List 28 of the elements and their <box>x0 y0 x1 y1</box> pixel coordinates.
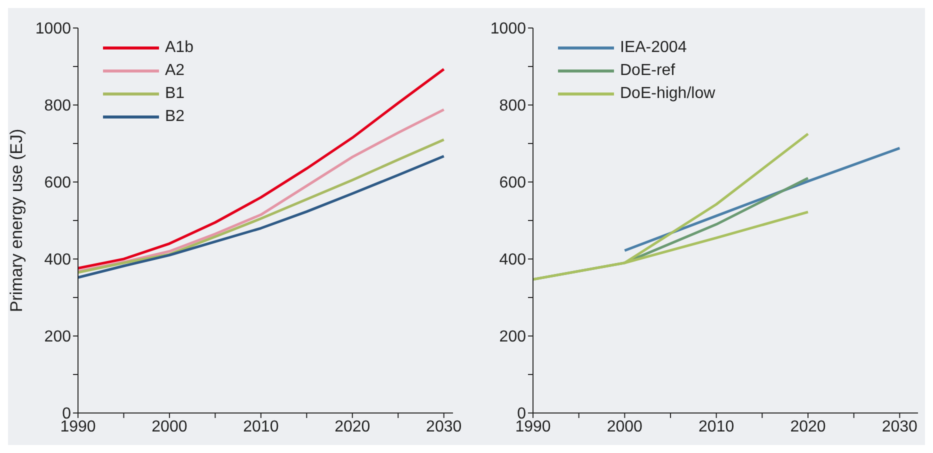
y-tick-label: 1000 <box>35 20 72 38</box>
x-tick-label: 2000 <box>152 418 188 436</box>
y-tick-label: 1000 <box>490 20 526 38</box>
legend-label: A2 <box>165 62 185 80</box>
y-tick-label: 600 <box>499 174 526 192</box>
x-tick-label: 2020 <box>790 418 826 436</box>
x-tick-label: 2030 <box>882 418 918 436</box>
y-tick-label: 600 <box>44 174 72 192</box>
legend-label: IEA-2004 <box>620 38 687 56</box>
y-tick-label: 200 <box>44 328 72 346</box>
y-axis-title: Primary energy use (EJ) <box>7 128 26 312</box>
x-tick-label: 2030 <box>426 418 462 436</box>
x-tick-label: 2010 <box>243 418 279 436</box>
legend-label: DoE-high/low <box>620 84 716 102</box>
y-tick-label: 400 <box>44 252 72 269</box>
legend-label: B1 <box>165 84 185 102</box>
y-tick-label: 800 <box>44 98 72 115</box>
y-tick-label: 400 <box>499 252 526 269</box>
x-tick-label: 2010 <box>698 418 734 436</box>
x-tick-label: 2020 <box>334 418 370 436</box>
x-tick-label: 1990 <box>60 418 96 436</box>
legend-label: A1b <box>165 38 194 56</box>
y-tick-label: 800 <box>499 98 526 115</box>
x-tick-label: 1990 <box>515 418 551 436</box>
legend-label: B2 <box>165 108 185 126</box>
legend-label: DoE-ref <box>620 62 676 80</box>
y-tick-label: 200 <box>499 328 526 346</box>
x-tick-label: 2000 <box>606 418 643 436</box>
